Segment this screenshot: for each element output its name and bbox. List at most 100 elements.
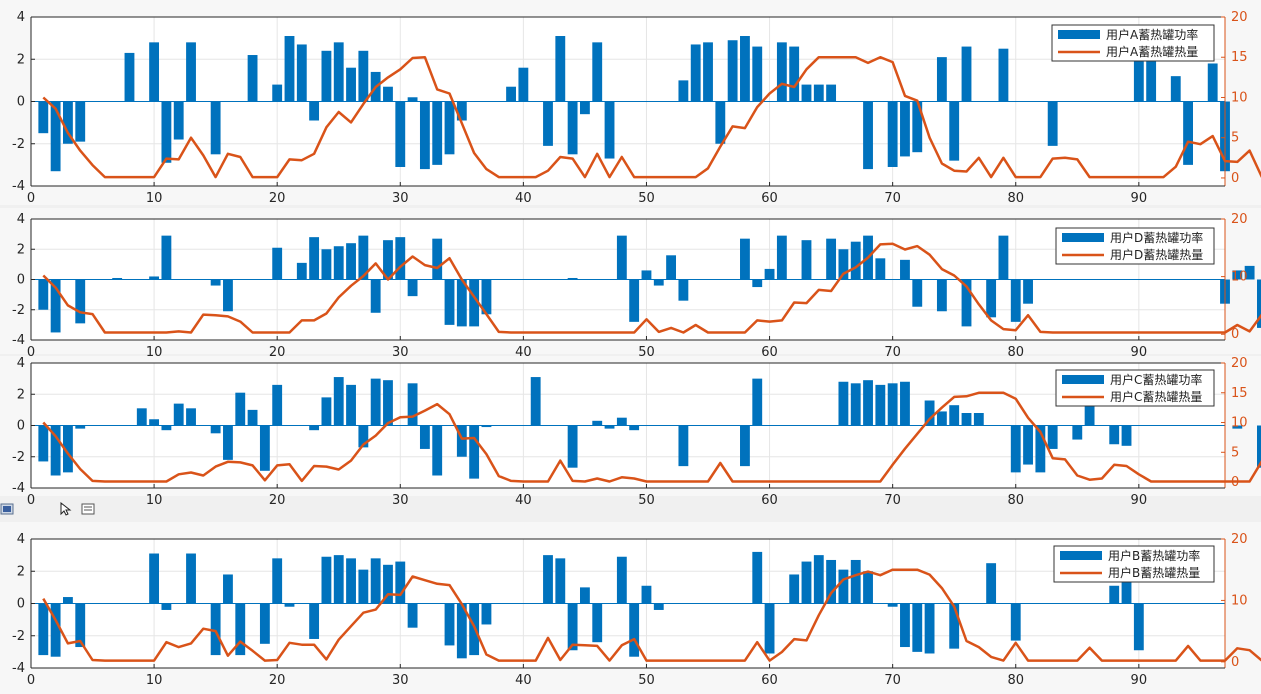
x-tick-label: 70 <box>884 673 901 688</box>
power-bar <box>235 392 246 426</box>
y-left-tick-label: -2 <box>12 629 25 644</box>
power-bar <box>149 42 160 102</box>
chart-panel-4: 0 10 20 30 40 50 60 70 80 90-4-202401020用户B蓄热罐功率用… <box>0 522 1261 694</box>
x-tick-label: 80 <box>1007 493 1024 508</box>
power-bar <box>543 101 553 146</box>
power-bar <box>407 97 418 102</box>
power-bar <box>555 558 566 604</box>
power-bar <box>38 279 49 310</box>
x-tick-label: 40 <box>515 191 532 206</box>
pointer-icon[interactable] <box>58 502 74 516</box>
power-bar <box>136 408 147 426</box>
power-bar <box>358 569 369 604</box>
power-bar <box>161 425 172 431</box>
power-bar <box>75 603 86 648</box>
power-bar <box>272 384 283 426</box>
power-bar <box>887 383 898 426</box>
power-bar <box>321 556 332 604</box>
legend-label-heat: 用户A蓄热罐热量 <box>1106 44 1198 59</box>
power-bar <box>1010 603 1021 641</box>
legend-label-power: 用户C蓄热罐功率 <box>1110 372 1202 387</box>
power-bar <box>518 67 529 102</box>
power-bar <box>1023 279 1033 304</box>
power-bar <box>678 425 689 467</box>
x-tick-label: 60 <box>761 493 778 508</box>
power-bar <box>173 403 184 426</box>
power-bar <box>309 603 320 639</box>
select-icon[interactable] <box>0 502 16 516</box>
y-right-tick-label: 0 <box>1231 171 1239 186</box>
data-tips-icon[interactable] <box>80 502 96 516</box>
power-bar <box>776 42 787 102</box>
power-bar <box>1109 425 1120 445</box>
legend-bar-swatch <box>1058 30 1100 39</box>
power-bar <box>259 425 270 471</box>
power-bar <box>124 52 135 102</box>
x-tick-label: 20 <box>269 191 286 206</box>
power-bar <box>1232 425 1243 429</box>
y-right-tick-label: 20 <box>1231 212 1248 227</box>
power-bar <box>801 561 812 604</box>
power-bar <box>469 279 480 327</box>
power-bar <box>690 44 701 102</box>
power-bar <box>850 241 861 280</box>
y-left-tick-label: 0 <box>17 419 25 434</box>
power-bar <box>272 84 283 102</box>
legend-label-power: 用户A蓄热罐功率 <box>1106 27 1198 42</box>
power-bar <box>407 279 418 297</box>
power-bar <box>370 558 381 604</box>
x-tick-label: 30 <box>392 673 409 688</box>
power-bar <box>444 101 455 155</box>
power-bar <box>444 603 455 646</box>
power-bar <box>863 571 873 604</box>
power-bar <box>50 603 61 657</box>
y-right-tick-label: 0 <box>1231 475 1239 490</box>
x-tick-label: 10 <box>146 191 163 206</box>
power-bar <box>678 80 689 102</box>
y-right-tick-label: 15 <box>1231 50 1248 65</box>
power-bar <box>604 425 615 429</box>
power-bar <box>1133 603 1144 651</box>
power-bar <box>419 101 430 170</box>
power-bar <box>50 279 61 333</box>
power-bar <box>850 559 861 604</box>
power-bar <box>604 101 615 159</box>
x-tick-label: 70 <box>884 191 901 206</box>
power-bar <box>50 101 61 172</box>
power-bar <box>1121 425 1132 446</box>
power-bar <box>346 243 356 280</box>
power-bar <box>235 603 246 656</box>
power-bar <box>296 262 307 280</box>
chart-panel-2: 0 10 20 30 40 50 60 70 80 90-4-202401020用户D蓄热罐功率用… <box>0 208 1261 360</box>
power-bar <box>383 86 393 102</box>
y-right-tick-label: 5 <box>1231 131 1239 146</box>
power-bar <box>63 101 73 144</box>
power-bar <box>616 417 627 426</box>
power-bar <box>75 279 86 324</box>
power-bar <box>1257 425 1261 468</box>
power-bar <box>1232 270 1243 280</box>
power-bar <box>186 42 196 102</box>
power-bar <box>653 603 664 610</box>
legend-label-power: 用户B蓄热罐功率 <box>1108 548 1200 563</box>
power-bar <box>1035 425 1046 473</box>
power-bar <box>1010 279 1021 322</box>
power-bar <box>641 585 652 604</box>
power-bar <box>346 558 356 604</box>
power-bar <box>481 279 492 315</box>
power-bar <box>1170 76 1181 102</box>
power-bar <box>358 50 369 102</box>
power-bar <box>826 238 837 280</box>
power-bar <box>161 235 172 280</box>
power-bar <box>223 279 233 312</box>
power-bar <box>383 240 393 280</box>
power-bar <box>272 247 283 280</box>
x-tick-label: 0 <box>27 345 35 360</box>
power-bar <box>986 279 997 318</box>
y-left-tick-label: 0 <box>17 273 25 288</box>
power-bar <box>912 603 923 652</box>
figure-toolbar <box>0 497 1261 521</box>
power-bar <box>210 603 221 656</box>
power-bar <box>395 101 406 167</box>
